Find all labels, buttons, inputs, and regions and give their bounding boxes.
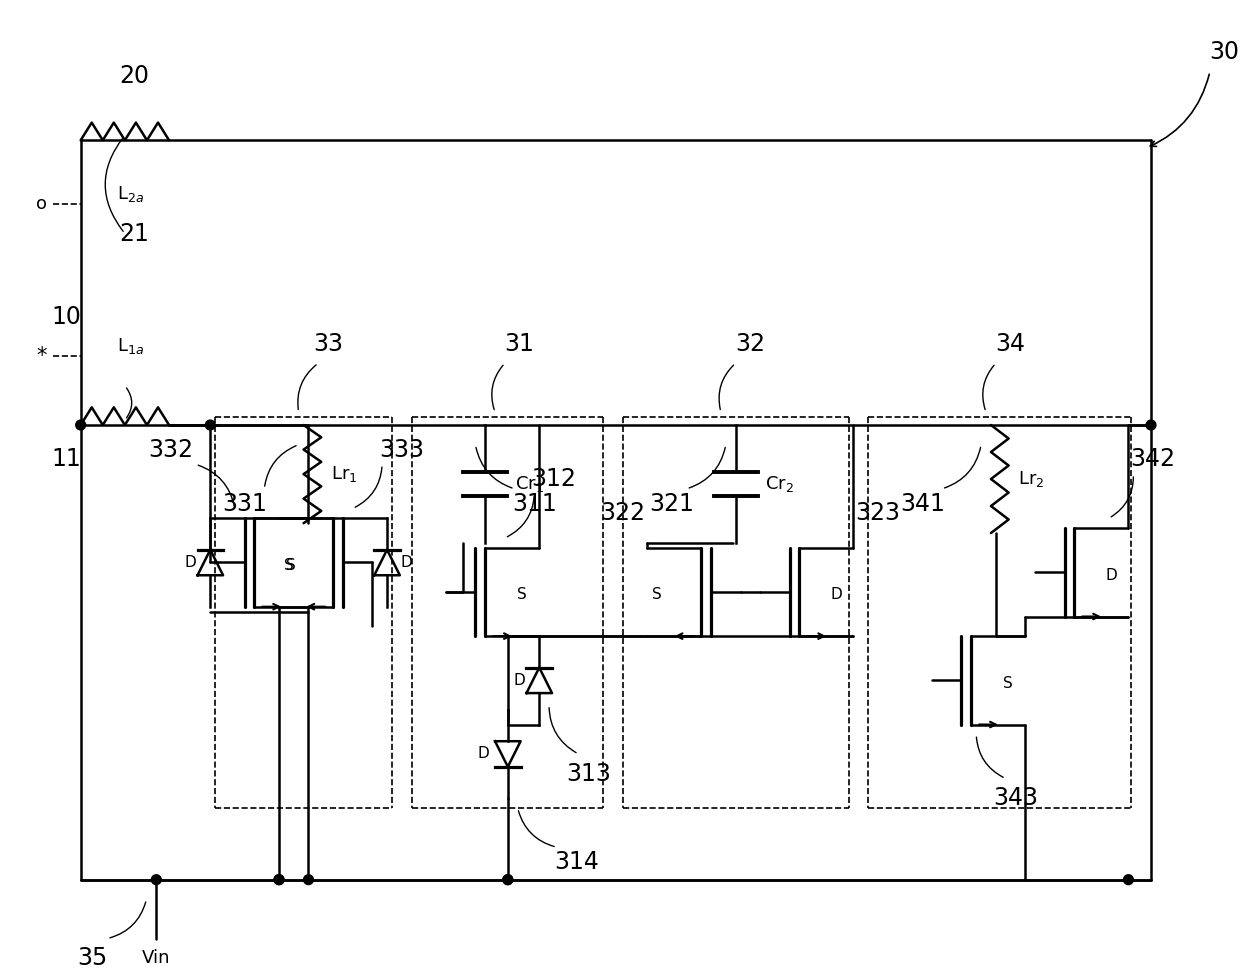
- Text: S: S: [286, 558, 295, 573]
- Text: 313: 313: [565, 762, 611, 785]
- Circle shape: [1123, 875, 1133, 884]
- Text: S: S: [652, 588, 662, 602]
- Text: D: D: [513, 672, 526, 688]
- Text: 332: 332: [149, 438, 193, 461]
- Circle shape: [1146, 420, 1156, 430]
- Text: 331: 331: [222, 491, 267, 516]
- Text: 20: 20: [120, 64, 150, 89]
- Text: 342: 342: [1131, 448, 1176, 471]
- Text: 35: 35: [77, 946, 108, 970]
- Text: 323: 323: [856, 501, 900, 525]
- Text: *: *: [36, 346, 47, 366]
- Circle shape: [151, 875, 161, 884]
- Text: 333: 333: [379, 438, 424, 461]
- Text: 33: 33: [314, 332, 343, 355]
- Circle shape: [274, 875, 284, 884]
- Text: S: S: [1003, 676, 1013, 691]
- Text: D: D: [831, 588, 843, 602]
- Text: 341: 341: [900, 491, 945, 516]
- Text: 314: 314: [554, 850, 599, 874]
- Text: 32: 32: [735, 332, 765, 355]
- Text: 321: 321: [650, 491, 694, 516]
- Text: Lr$_1$: Lr$_1$: [331, 464, 357, 485]
- Text: 11: 11: [51, 448, 81, 471]
- Text: 30: 30: [1210, 40, 1240, 64]
- Text: D: D: [185, 555, 196, 570]
- Text: D: D: [1106, 568, 1117, 583]
- Text: o: o: [36, 195, 47, 213]
- Text: 21: 21: [120, 222, 150, 245]
- Text: L$_{1a}$: L$_{1a}$: [117, 337, 144, 356]
- Text: 311: 311: [512, 491, 557, 516]
- Text: Vin: Vin: [143, 950, 171, 967]
- Text: D: D: [477, 746, 489, 762]
- Text: L$_{2a}$: L$_{2a}$: [117, 184, 144, 204]
- Text: 343: 343: [993, 786, 1038, 811]
- Circle shape: [274, 875, 284, 884]
- Text: 312: 312: [532, 467, 577, 491]
- Circle shape: [503, 875, 512, 884]
- Text: Cr$_1$: Cr$_1$: [515, 474, 543, 494]
- Text: S: S: [284, 558, 294, 573]
- Text: Lr$_2$: Lr$_2$: [1018, 469, 1045, 489]
- Circle shape: [76, 420, 86, 430]
- Text: Cr$_2$: Cr$_2$: [765, 474, 794, 494]
- Circle shape: [503, 875, 512, 884]
- Circle shape: [206, 420, 216, 430]
- Text: 10: 10: [51, 305, 81, 329]
- Text: D: D: [401, 555, 413, 570]
- Text: 322: 322: [600, 501, 645, 525]
- Text: S: S: [517, 588, 527, 602]
- Text: 34: 34: [996, 332, 1025, 355]
- Circle shape: [304, 875, 314, 884]
- Text: 31: 31: [505, 332, 534, 355]
